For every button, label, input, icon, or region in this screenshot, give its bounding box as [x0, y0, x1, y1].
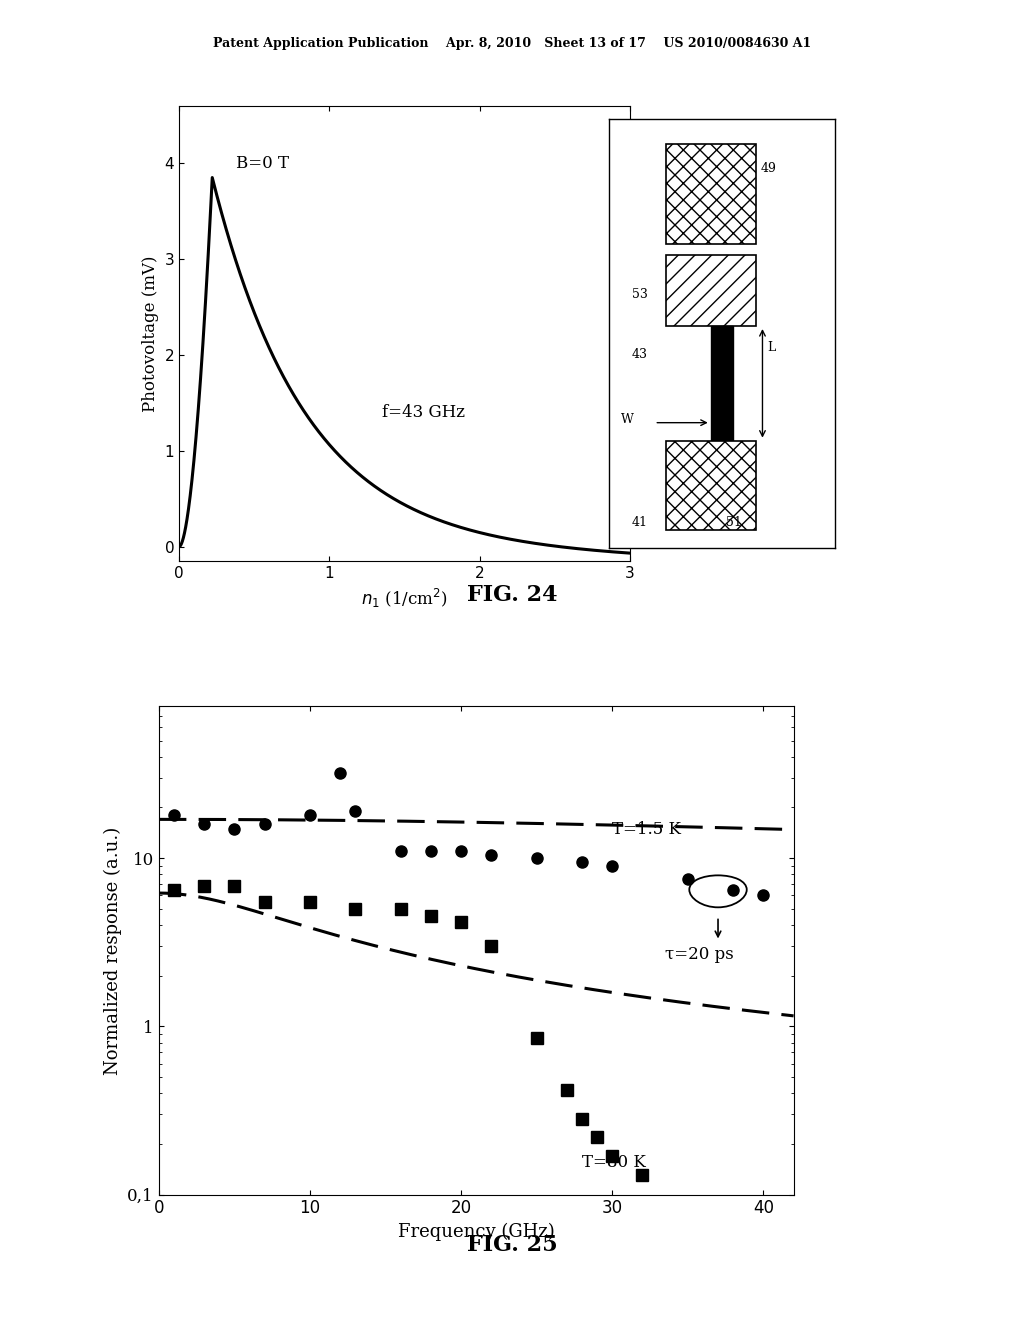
Bar	[666, 144, 756, 244]
Text: T=80 K: T=80 K	[582, 1155, 646, 1171]
Text: FIG. 25: FIG. 25	[467, 1234, 557, 1257]
Bar	[666, 255, 756, 326]
Bar	[666, 441, 756, 529]
Text: B=0 T: B=0 T	[237, 154, 289, 172]
Bar	[711, 326, 733, 441]
Text: FIG. 24: FIG. 24	[467, 583, 557, 606]
Text: 41: 41	[632, 516, 648, 529]
Text: 53: 53	[632, 288, 648, 301]
Text: f=43 GHz: f=43 GHz	[382, 404, 465, 421]
X-axis label: Frequency (GHz): Frequency (GHz)	[397, 1224, 555, 1241]
Text: Patent Application Publication    Apr. 8, 2010   Sheet 13 of 17    US 2010/00846: Patent Application Publication Apr. 8, 2…	[213, 37, 811, 50]
Text: L: L	[767, 341, 775, 354]
Y-axis label: Photovoltage (mV): Photovoltage (mV)	[142, 255, 159, 412]
Text: T=1.5 K: T=1.5 K	[612, 821, 681, 838]
Text: 43: 43	[632, 348, 648, 362]
Text: τ=20 ps: τ=20 ps	[666, 946, 734, 964]
Text: 51: 51	[726, 516, 742, 529]
X-axis label: $n_1$ (1/cm$^2$): $n_1$ (1/cm$^2$)	[361, 586, 447, 610]
Y-axis label: Normalized response (a.u.): Normalized response (a.u.)	[103, 826, 122, 1074]
Text: 49: 49	[760, 162, 776, 176]
Text: W: W	[621, 413, 634, 425]
